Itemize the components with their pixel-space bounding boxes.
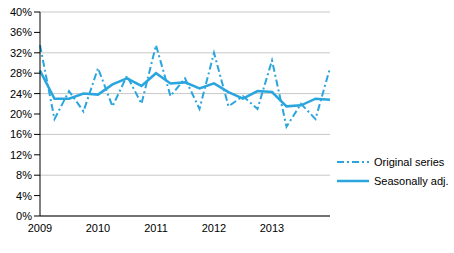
svg-text:2013: 2013: [260, 222, 284, 234]
svg-text:36%: 36%: [10, 26, 32, 38]
html-text:Original series: Original series: [374, 155, 445, 168]
svg-text:28%: 28%: [10, 67, 32, 79]
svg-text:2011: 2011: [144, 222, 168, 234]
svg-text:40%: 40%: [10, 6, 32, 18]
svg-text:20%: 20%: [10, 108, 32, 120]
svg-text:2009: 2009: [28, 222, 52, 234]
svg-text:8%: 8%: [16, 169, 32, 181]
svg-text:2010: 2010: [86, 222, 110, 234]
svg-text:24%: 24%: [10, 88, 32, 100]
svg-text:12%: 12%: [10, 149, 32, 161]
html-text:Seasonally adj.: Seasonally adj.: [374, 174, 449, 187]
svg-text:32%: 32%: [10, 47, 32, 59]
svg-text:4%: 4%: [16, 190, 32, 202]
svg-text:2012: 2012: [202, 222, 226, 234]
svg-text:0%: 0%: [16, 210, 32, 222]
svg-text:16%: 16%: [10, 128, 32, 140]
